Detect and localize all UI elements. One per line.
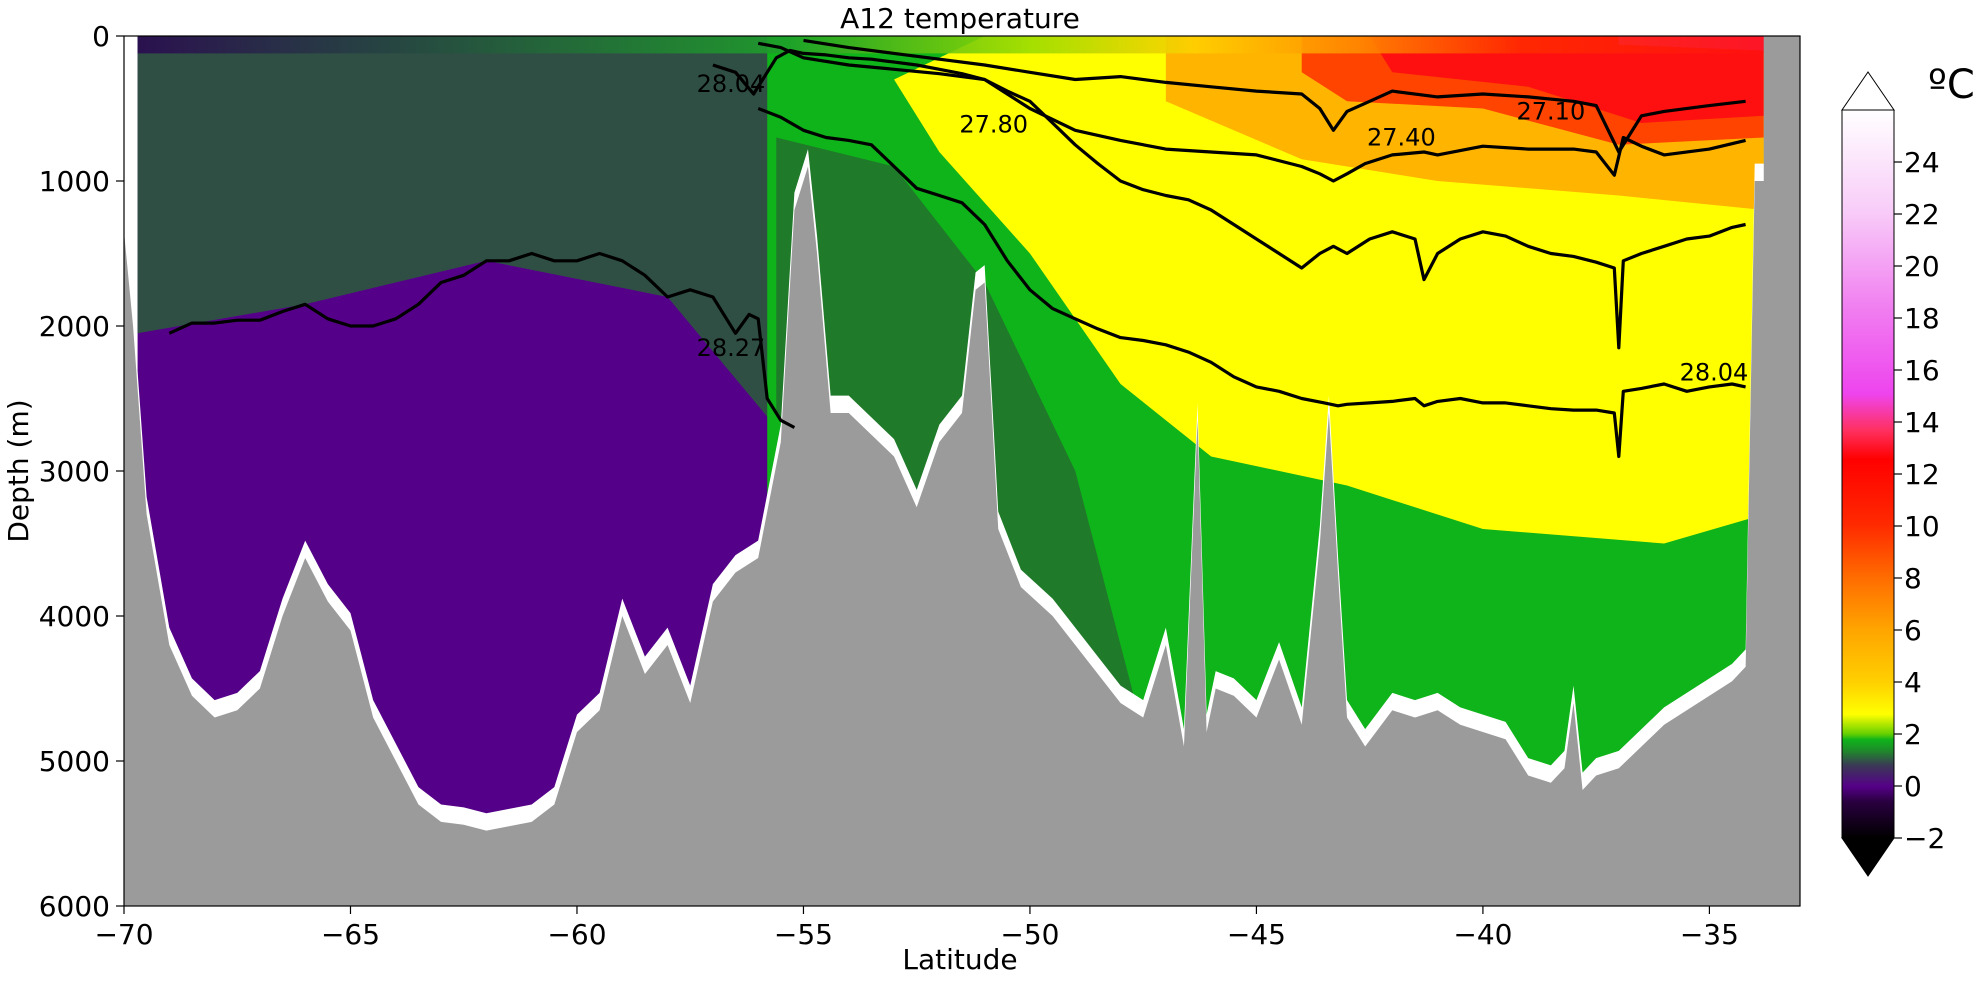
x-tick-label: −40	[1453, 918, 1512, 951]
colorbar-tick-label: −2	[1904, 822, 1945, 855]
y-tick-label: 0	[92, 20, 110, 53]
water-mass-above-sixteen	[1369, 36, 1764, 123]
contour-label: 28.27	[697, 334, 766, 362]
x-tick-label: −45	[1227, 918, 1286, 951]
contour-label: 27.80	[959, 110, 1028, 138]
colorbar-gradient	[1842, 110, 1894, 838]
colorbar-tick-label: 22	[1904, 198, 1940, 231]
x-tick-label: −50	[1000, 918, 1059, 951]
y-tick-label: 3000	[39, 455, 110, 488]
isopycnal-27-10	[803, 38, 1746, 154]
contour-label: 28.04	[1680, 358, 1749, 386]
colorbar-tick-label: 20	[1904, 250, 1940, 283]
seafloor	[124, 166, 1800, 906]
x-tick-label: −60	[547, 918, 606, 951]
colorbar-tick-label: 24	[1904, 146, 1940, 179]
colorbar-label: ºC	[1928, 62, 1975, 108]
y-tick-label: 6000	[39, 890, 110, 923]
water-mass-near-zero	[137, 36, 777, 428]
isopycnal-27-80	[757, 107, 1746, 459]
chart-title: A12 temperature	[840, 2, 1080, 35]
x-axis-ticks: −70 −65 −60 −55 −50 −45 −40 −35	[94, 906, 1739, 951]
contour-label: 28.04	[697, 70, 766, 98]
colorbar-tick-label: 4	[1904, 666, 1922, 699]
contour-label: 27.40	[1367, 124, 1436, 152]
y-tick-label: 1000	[39, 165, 110, 198]
colorbar-tick-label: 12	[1904, 458, 1940, 491]
isopycnal-28-04	[712, 48, 1746, 350]
colorbar-tick-label: 8	[1904, 562, 1922, 595]
y-axis-ticks: 0 1000 2000 3000 4000 5000 6000	[39, 20, 124, 923]
contour-labels: 28.04 27.80 27.40 27.10 28.27 28.04	[697, 70, 1749, 387]
seafloor-edge	[1763, 36, 1800, 906]
isopycnal-28-27	[168, 251, 796, 429]
y-tick-label: 5000	[39, 745, 110, 778]
colorbar-tick-label: 2	[1904, 718, 1922, 751]
x-tick-label: −35	[1680, 918, 1739, 951]
colorbar-min-extend	[1841, 837, 1895, 877]
contour-label: 27.10	[1517, 97, 1586, 125]
x-axis-label: Latitude	[902, 943, 1017, 976]
colorbar-tick-label: 6	[1904, 614, 1922, 647]
x-tick-label: −55	[774, 918, 833, 951]
y-axis-label: Depth (m)	[2, 399, 35, 542]
colorbar-tick-label: 18	[1904, 302, 1940, 335]
colorbar-tick-label: 14	[1904, 406, 1940, 439]
surface-layer	[137, 36, 1764, 54]
colorbar-tick-label: 10	[1904, 510, 1940, 543]
isopycnal-27-40	[757, 41, 1746, 183]
colorbar-tick-label: 16	[1904, 354, 1940, 387]
x-tick-label: −65	[321, 918, 380, 951]
isopycnal-contours	[168, 38, 1746, 459]
y-tick-label: 4000	[39, 600, 110, 633]
x-tick-label: −70	[94, 918, 153, 951]
colorbar-max-extend	[1841, 71, 1895, 111]
colorbar-tick-label: 0	[1904, 770, 1922, 803]
bathymetry	[124, 36, 1800, 907]
y-tick-label: 2000	[39, 310, 110, 343]
